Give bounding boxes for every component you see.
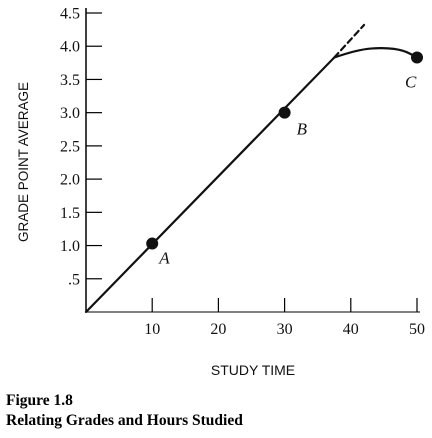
- point-b: [278, 106, 291, 119]
- y-tick-label: 1.5: [60, 205, 80, 222]
- y-tick-label: .5: [68, 271, 80, 288]
- x-tick-label: 30: [277, 321, 293, 338]
- y-tick-label: 4.5: [60, 6, 80, 23]
- y-tick-label: 2.5: [60, 138, 80, 155]
- y-axis-label: GRADE POINT AVERAGE: [16, 82, 31, 242]
- y-tick-label: 1.0: [60, 238, 80, 255]
- points-layer: A B C: [146, 51, 423, 268]
- x-axis-label: STUDY TIME: [211, 362, 295, 378]
- point-label-b: B: [297, 120, 308, 139]
- figure-title: Relating Grades and Hours Studied: [6, 412, 243, 429]
- y-tick-label: 3.5: [60, 72, 80, 89]
- y-ticks: .5 1.0 1.5 2.0 2.5 3.0 3.5 4.0 4.5: [60, 6, 102, 288]
- point-label-c: C: [405, 73, 417, 92]
- series-layer: [84, 23, 419, 314]
- gpa-curve: [84, 47, 419, 314]
- x-ticks: 10 20 30 40 50: [144, 298, 425, 338]
- chart: .5 1.0 1.5 2.0 2.5 3.0 3.5 4.0 4.5 10 20 30 40 50 A B…: [16, 6, 425, 379]
- y-tick-label: 4.0: [60, 39, 80, 56]
- point-label-a: A: [158, 249, 170, 268]
- point-c: [411, 51, 423, 64]
- point-a: [146, 237, 159, 250]
- y-tick-label: 3.0: [60, 105, 80, 122]
- x-tick-label: 20: [210, 321, 226, 338]
- dashed-extension-line: [333, 23, 366, 59]
- x-tick-label: 10: [144, 321, 160, 338]
- figure-number: Figure 1.8: [6, 392, 73, 409]
- x-tick-label: 50: [409, 321, 425, 338]
- x-tick-label: 40: [343, 321, 359, 338]
- axes: [85, 8, 420, 313]
- y-tick-label: 2.0: [60, 172, 80, 189]
